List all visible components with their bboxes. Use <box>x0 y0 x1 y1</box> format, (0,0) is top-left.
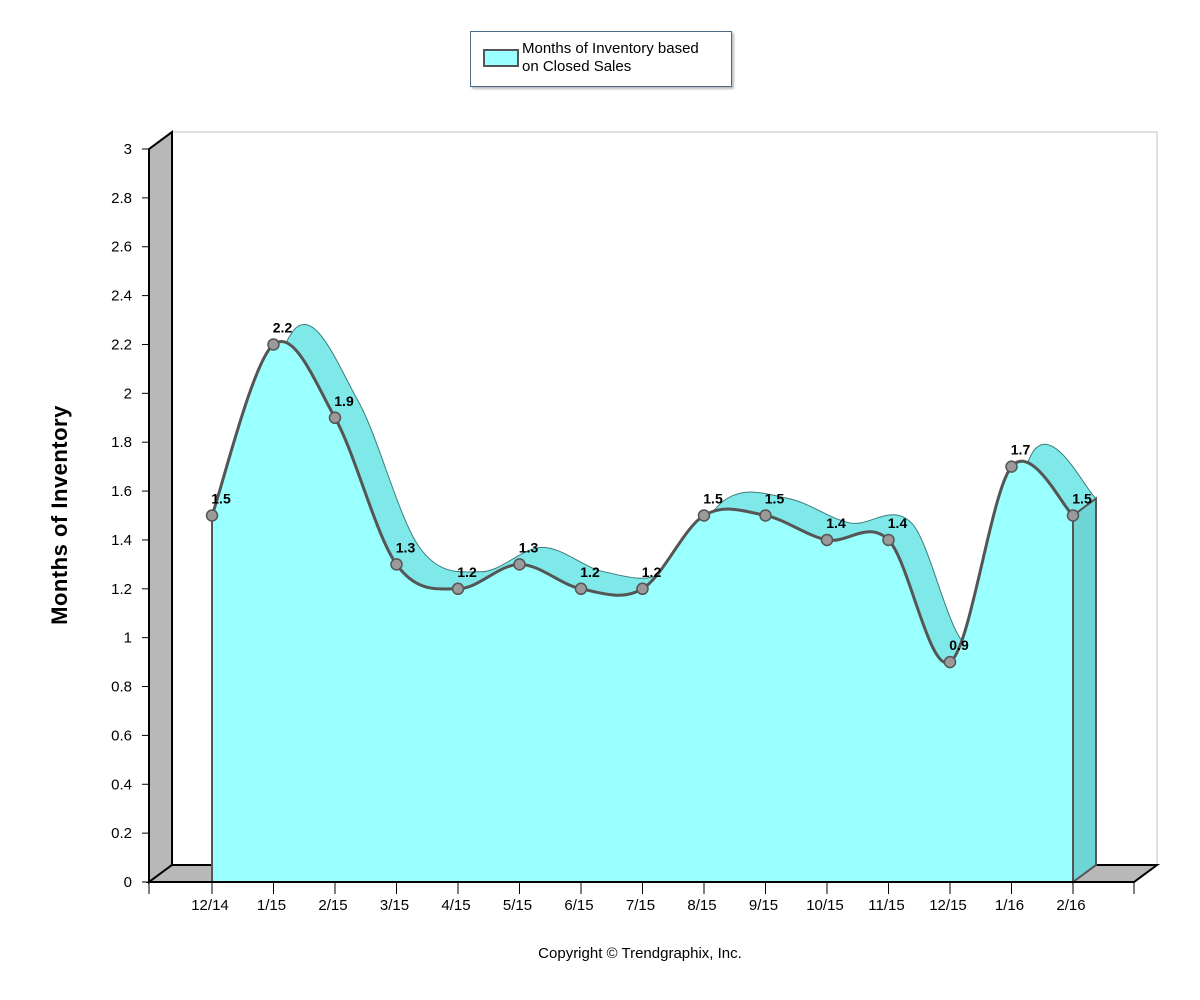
legend-label: Months of Inventory based on Closed Sale… <box>522 40 722 76</box>
y-tick-label: 1 <box>124 630 132 647</box>
y-tick-label: 1.8 <box>111 434 132 451</box>
data-label: 1.5 <box>703 491 723 507</box>
data-point <box>328 411 342 425</box>
y-tick-label: 1.4 <box>111 532 132 549</box>
x-tick-label: 12/14 <box>191 897 229 914</box>
y-tick-label: 3 <box>124 141 132 158</box>
data-point <box>636 582 649 596</box>
x-tick-label: 4/15 <box>441 897 470 914</box>
data-label: 1.2 <box>580 564 600 580</box>
y-tick-label: 0.2 <box>111 825 132 842</box>
legend-swatch <box>483 49 519 67</box>
x-tick-label: 11/15 <box>868 897 904 914</box>
copyright-text: Copyright © Trendgraphix, Inc. <box>538 945 742 962</box>
y-tick-label: 0.8 <box>111 679 132 696</box>
data-label: 1.3 <box>396 539 416 555</box>
data-label: 1.7 <box>1011 442 1031 458</box>
legend: Months of Inventory based on Closed Sale… <box>470 31 732 87</box>
y-tick-label: 2.2 <box>111 336 132 353</box>
y-tick-label: 1.2 <box>111 581 132 598</box>
x-tick-label: 8/15 <box>687 897 716 914</box>
data-point <box>759 509 772 522</box>
y-tick-label: 0 <box>124 874 132 891</box>
y-axis-title: Months of Inventory <box>47 405 72 625</box>
legend-line-1: Months of Inventory based <box>522 40 699 57</box>
data-label: 0.9 <box>949 637 969 653</box>
data-point <box>205 509 219 522</box>
left-wall <box>148 130 173 884</box>
data-point <box>390 558 403 571</box>
data-label: 2.2 <box>273 319 293 335</box>
y-tick-label: 2 <box>124 385 132 402</box>
data-point <box>820 533 834 547</box>
x-tick-label: 2/16 <box>1056 897 1085 914</box>
data-point <box>513 558 526 571</box>
x-tick-label: 6/15 <box>564 897 593 914</box>
y-tick-label: 0.4 <box>111 776 132 793</box>
y-tick-label: 2.4 <box>111 288 132 305</box>
data-point <box>1005 460 1018 473</box>
y-tick-label: 2.6 <box>111 239 132 256</box>
data-label: 1.5 <box>765 491 785 507</box>
data-label: 1.5 <box>211 491 231 507</box>
y-tick-label: 1.6 <box>111 483 132 500</box>
data-point <box>697 509 711 522</box>
legend-line-2: on Closed Sales <box>522 58 632 75</box>
y-tick-label: 0.6 <box>111 727 132 744</box>
data-point <box>451 582 465 596</box>
x-tick-label: 12/15 <box>929 897 967 914</box>
x-tick-label: 9/15 <box>749 897 778 914</box>
x-tick-label: 7/15 <box>626 897 655 914</box>
data-label: 1.5 <box>1072 491 1092 507</box>
data-label: 1.9 <box>334 393 354 409</box>
x-tick-label: 1/16 <box>995 897 1024 914</box>
data-label: 1.2 <box>642 564 662 580</box>
data-point <box>1066 509 1080 522</box>
data-label: 1.3 <box>519 539 539 555</box>
x-tick-label: 1/15 <box>257 897 286 914</box>
data-label: 1.4 <box>826 515 846 531</box>
data-label: 1.4 <box>888 515 908 531</box>
data-point <box>267 338 280 351</box>
x-tick-label: 2/15 <box>318 897 347 914</box>
x-tick-label: 5/15 <box>503 897 532 914</box>
y-tick-label: 2.8 <box>111 190 132 207</box>
x-tick-label: 10/15 <box>806 897 844 914</box>
area-right-face <box>1072 496 1097 884</box>
data-point <box>882 533 895 547</box>
data-point <box>943 655 957 669</box>
data-label: 1.2 <box>457 564 477 580</box>
data-point <box>574 582 588 596</box>
x-tick-label: 3/15 <box>380 897 409 914</box>
